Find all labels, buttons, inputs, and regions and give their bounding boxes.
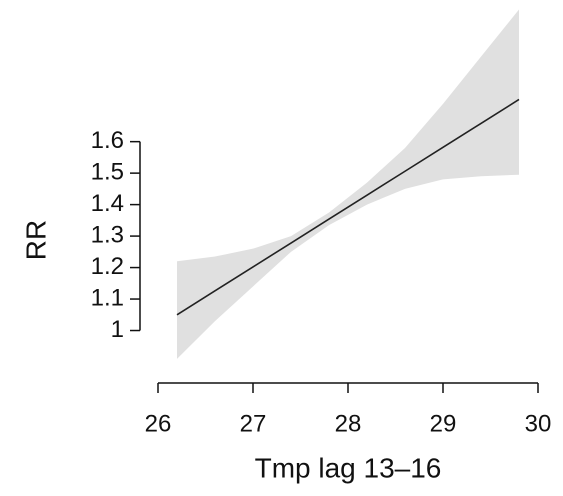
confidence-band	[177, 9, 519, 359]
x-tick-label: 30	[525, 410, 552, 437]
y-tick-label: 1.1	[91, 284, 124, 311]
x-tick-label: 27	[240, 410, 267, 437]
y-tick-label: 1.5	[91, 158, 124, 185]
y-tick-label: 1.6	[91, 127, 124, 154]
y-tick-label: 1.2	[91, 253, 124, 280]
y-axis-title: RR	[20, 220, 51, 260]
line	[176, 98, 520, 316]
x-tick-label: 29	[430, 410, 457, 437]
x-tick-label: 28	[335, 410, 362, 437]
y-tick-label: 1.4	[91, 190, 124, 217]
x-axis-title: Tmp lag 13–16	[255, 452, 442, 483]
y-tick-label: 1.3	[91, 221, 124, 248]
y-tick-label: 1	[111, 316, 124, 343]
x-tick-label: 26	[145, 410, 172, 437]
